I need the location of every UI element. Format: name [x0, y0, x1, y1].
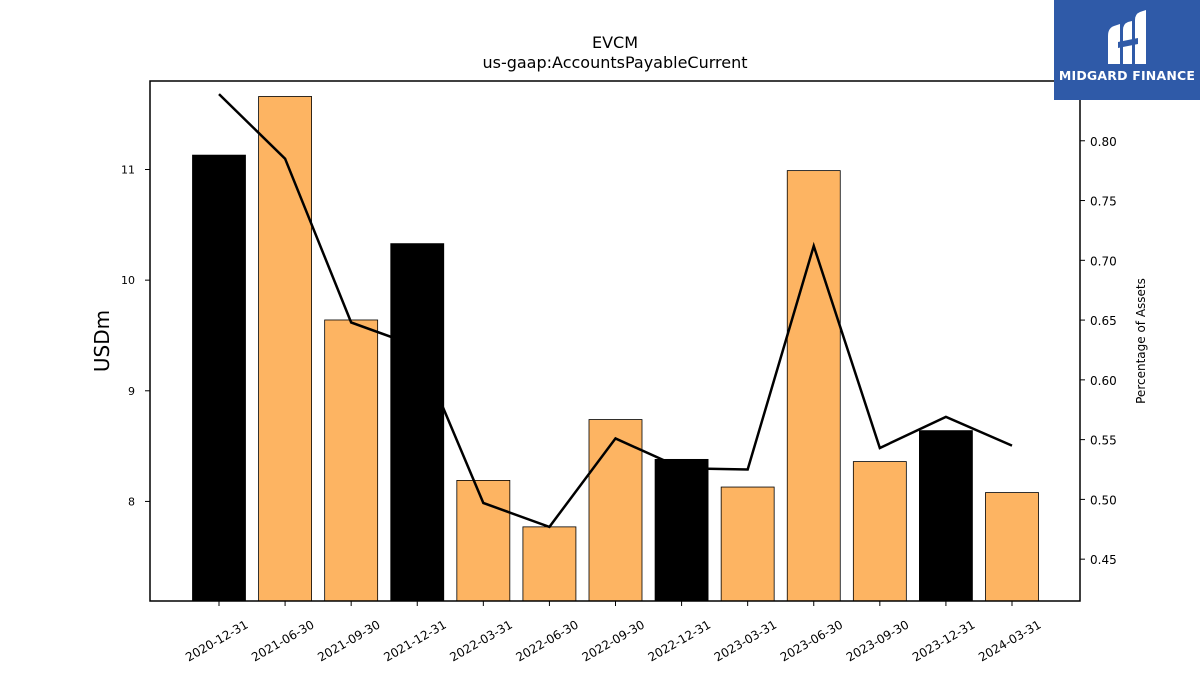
line-series-percentage — [218, 93, 1013, 529]
x-axis-ticks: 2020-12-312021-06-302021-09-302021-12-31… — [183, 601, 1043, 664]
x-tick-label: 2020-12-31 — [183, 617, 250, 664]
bars-group — [192, 96, 1039, 602]
left-axis-ticks: 8 9 10 11 — [121, 164, 150, 508]
x-tick-label: 2023-12-31 — [910, 617, 977, 664]
x-tick-label: 2022-03-31 — [447, 617, 514, 664]
right-axis-ticks: 0.45 0.50 0.55 0.60 0.65 0.70 0.75 0.80 — [1080, 135, 1117, 567]
y2-tick-label: 0.75 — [1090, 195, 1117, 209]
y-tick-label: 8 — [128, 495, 135, 508]
bar-2023-03-31 — [720, 486, 775, 602]
bar-2022-12-31 — [654, 458, 709, 602]
x-tick-label: 2021-09-30 — [315, 617, 382, 664]
x-tick-label: 2021-12-31 — [381, 617, 448, 664]
bar-2023-06-30 — [786, 170, 841, 602]
x-tick-label: 2022-06-30 — [514, 617, 581, 664]
bar-2023-12-31 — [919, 430, 973, 602]
x-tick-label: 2023-03-31 — [712, 617, 779, 664]
x-tick-label: 2023-06-30 — [778, 617, 845, 664]
y-axis-label: USDm — [90, 310, 114, 372]
y2-tick-label: 0.45 — [1090, 553, 1117, 567]
bar-2024-03-31 — [985, 492, 1039, 602]
bar-2021-09-30 — [324, 319, 379, 602]
bar-2023-09-30 — [852, 461, 907, 602]
x-tick-label: 2021-06-30 — [249, 617, 316, 664]
y-tick-label: 11 — [121, 164, 135, 177]
y2-axis-label: Percentage of Assets — [1134, 278, 1148, 404]
y-tick-label: 9 — [128, 385, 135, 398]
y2-tick-label: 0.50 — [1090, 493, 1117, 507]
bar-2022-03-31 — [456, 480, 511, 602]
bar-2021-12-31 — [390, 243, 445, 602]
x-tick-label: 2022-12-31 — [646, 617, 713, 664]
y2-tick-label: 0.55 — [1090, 434, 1117, 448]
bar-2020-12-31 — [192, 154, 246, 602]
y2-tick-label: 0.80 — [1090, 135, 1117, 149]
chart-title: EVCM — [592, 33, 638, 52]
y2-tick-label: 0.60 — [1090, 374, 1117, 388]
y2-tick-label: 0.70 — [1090, 254, 1117, 268]
y-tick-label: 10 — [121, 274, 135, 287]
x-tick-label: 2024-03-31 — [976, 617, 1043, 664]
chart-subtitle: us-gaap:AccountsPayableCurrent — [482, 53, 747, 72]
bar-2022-06-30 — [522, 526, 577, 602]
x-tick-label: 2022-09-30 — [580, 617, 647, 664]
bar-2021-06-30 — [258, 96, 312, 602]
brand-logo: MIDGARD FINANCE — [1054, 0, 1200, 100]
line-group — [218, 93, 1013, 529]
x-tick-label: 2023-09-30 — [844, 617, 911, 664]
bar-2022-09-30 — [588, 419, 643, 602]
logo-text: MIDGARD FINANCE — [1058, 68, 1196, 83]
logo-mark-icon — [1108, 10, 1146, 64]
y2-tick-label: 0.65 — [1090, 314, 1117, 328]
